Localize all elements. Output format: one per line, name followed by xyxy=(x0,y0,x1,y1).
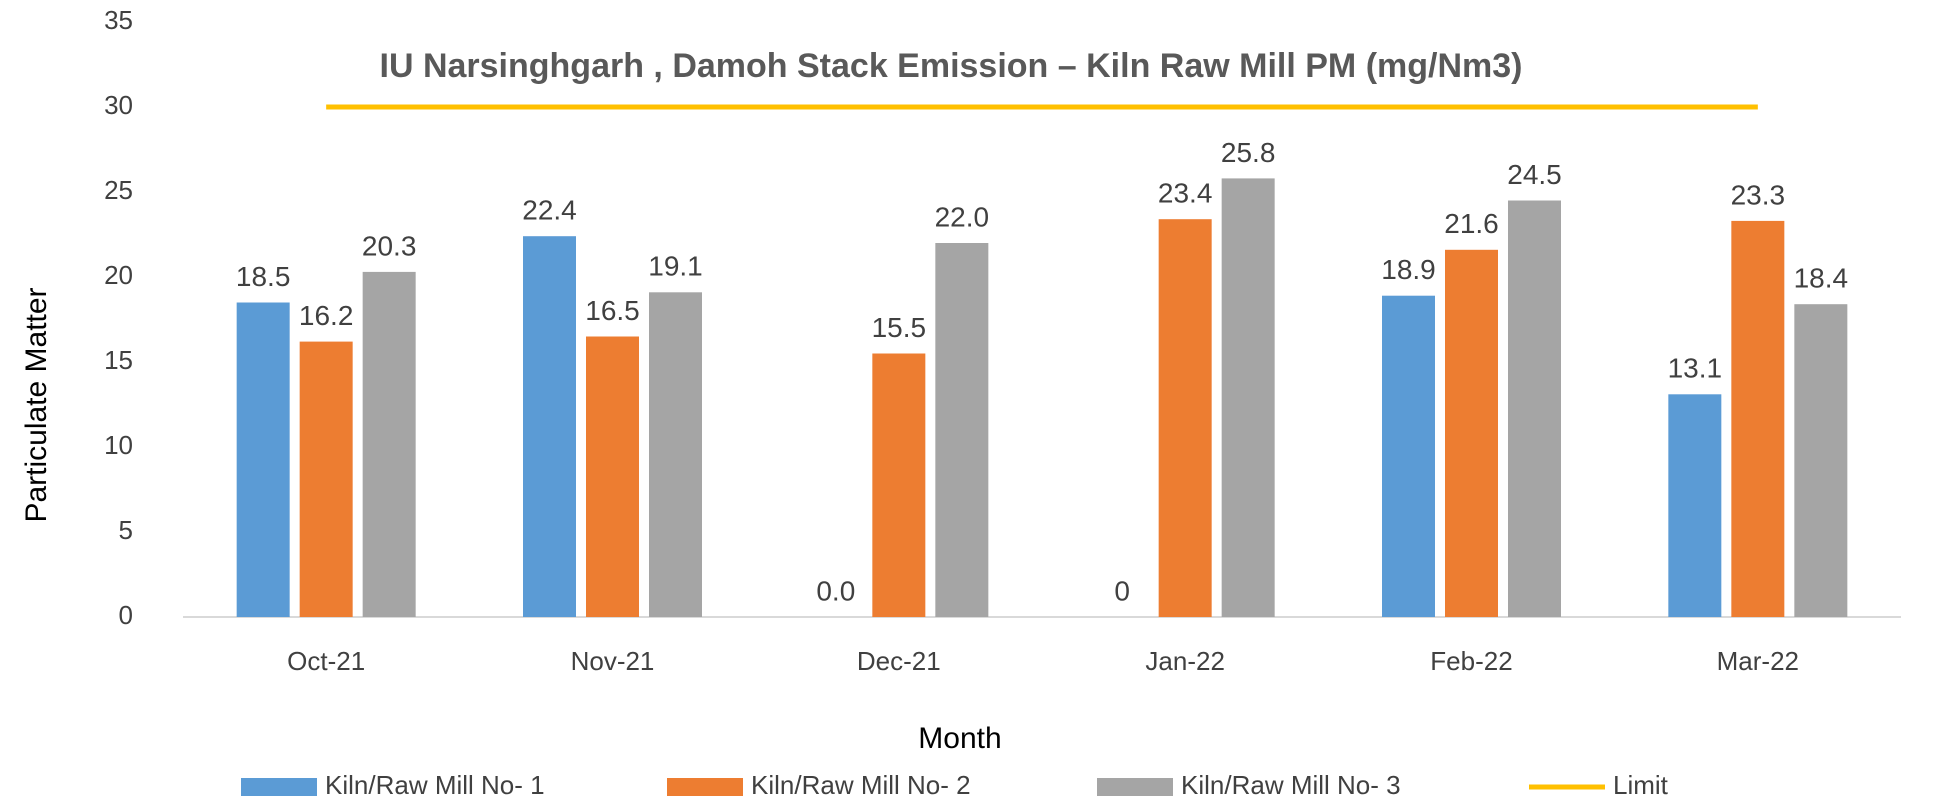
x-tick-label: Oct-21 xyxy=(287,646,365,676)
legend-swatch xyxy=(1097,778,1173,796)
y-axis-title: Particulate Matter xyxy=(20,287,53,522)
data-label: 16.2 xyxy=(299,300,354,331)
bar xyxy=(1158,219,1212,617)
bar xyxy=(1794,304,1848,617)
bar xyxy=(299,341,353,617)
bar xyxy=(1221,178,1275,617)
x-tick-label: Feb-22 xyxy=(1430,646,1512,676)
legend-label: Kiln/Raw Mill No- 1 xyxy=(325,770,545,800)
bar xyxy=(649,292,702,617)
bar xyxy=(1382,295,1435,617)
data-label: 21.6 xyxy=(1444,208,1499,239)
legend-swatch xyxy=(667,778,743,796)
y-tick-label: 20 xyxy=(104,260,133,290)
bar xyxy=(523,236,576,617)
data-label: 20.3 xyxy=(362,230,417,261)
y-tick-label: 15 xyxy=(104,345,133,375)
bar xyxy=(236,302,290,617)
data-label: 15.5 xyxy=(872,312,927,343)
legend-label: Kiln/Raw Mill No- 3 xyxy=(1181,770,1401,800)
data-label: 18.4 xyxy=(1794,263,1849,294)
data-label: 0.0 xyxy=(816,575,855,606)
x-axis-title: Month xyxy=(918,722,1001,755)
y-tick-label: 10 xyxy=(104,430,133,460)
y-tick-label: 25 xyxy=(104,175,133,205)
legend-label: Limit xyxy=(1613,770,1669,800)
data-label: 22.4 xyxy=(522,195,577,226)
data-label: 22.0 xyxy=(935,201,990,232)
bar xyxy=(872,353,926,617)
x-tick-label: Nov-21 xyxy=(571,646,655,676)
data-label: 23.4 xyxy=(1158,178,1213,209)
data-label: 18.9 xyxy=(1381,254,1436,285)
x-tick-label: Dec-21 xyxy=(857,646,941,676)
bar xyxy=(586,336,639,617)
bar xyxy=(1445,249,1498,618)
chart-title: IU Narsinghgarh , Damoh Stack Emission –… xyxy=(380,47,1523,85)
y-tick-label: 5 xyxy=(119,515,133,545)
data-label: 16.5 xyxy=(585,295,640,326)
legend-swatch xyxy=(241,778,317,796)
bar xyxy=(362,271,416,617)
x-tick-label: Jan-22 xyxy=(1145,646,1225,676)
legend-label: Kiln/Raw Mill No- 2 xyxy=(751,770,971,800)
data-label: 18.5 xyxy=(236,261,291,292)
data-label: 25.8 xyxy=(1221,137,1276,168)
bar xyxy=(935,243,989,617)
y-tick-label: 30 xyxy=(104,90,133,120)
y-tick-label: 35 xyxy=(104,5,133,35)
bar xyxy=(1731,220,1785,617)
bar xyxy=(1508,200,1561,617)
data-label: 23.3 xyxy=(1731,179,1786,210)
data-label: 0 xyxy=(1114,575,1130,606)
data-label: 24.5 xyxy=(1507,159,1562,190)
x-tick-label: Mar-22 xyxy=(1717,646,1799,676)
bar xyxy=(1668,394,1722,617)
y-tick-label: 0 xyxy=(119,600,133,630)
data-label: 13.1 xyxy=(1668,353,1723,384)
data-label: 19.1 xyxy=(648,251,703,282)
